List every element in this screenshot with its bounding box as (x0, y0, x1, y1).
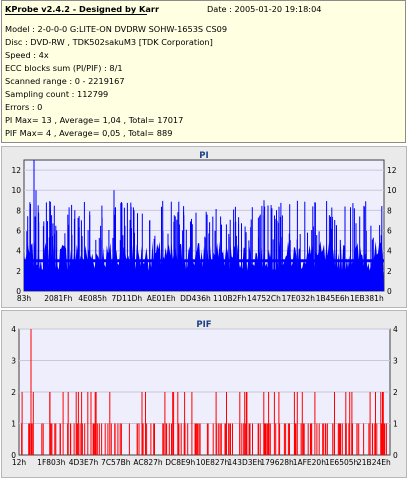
pi-ytick-label-left: 10 (11, 186, 21, 195)
pi-stats-line: PI Max= 13 , Average= 1,04 , Total= 1701… (5, 115, 184, 125)
pi-ytick-label-left: 2 (16, 267, 21, 276)
pif-ytick-label-right: 3 (393, 357, 398, 366)
pif-xtick-label: 7C57Bh (101, 458, 131, 467)
pi-xtick-label: DD436h (180, 294, 211, 303)
pif-xtick-label: 179628h (260, 458, 294, 467)
pi-ytick-label-right: 12 (387, 166, 397, 175)
pif-chart-panel: PIF 0 0 1 1 2 2 3 3 4 4 12h 1F803h 4D3E7h 7C57Bh AC827… (1, 310, 407, 478)
pi-xtick-label: 4E085h (78, 294, 107, 303)
pif-ytick-label-right: 1 (393, 420, 398, 429)
pi-ytick-label-right: 0 (387, 287, 392, 296)
model-line: Model : 2-0-0-0 G:LITE-ON DVDRW SOHW-165… (5, 24, 228, 34)
errors-line: Errors : 0 (5, 102, 43, 112)
title-underline (5, 14, 147, 15)
pif-ytick-label-left: 4 (11, 325, 16, 334)
pi-xtick-label: 83h (17, 294, 32, 303)
pi-xtick-label: 17E032h (282, 294, 316, 303)
pif-xtick-label: 1E6505h (325, 458, 359, 467)
pi-ytick-label-left: 0 (16, 287, 21, 296)
pif-xtick-label: AC827h (133, 458, 163, 467)
sampling-count-line: Sampling count : 112799 (5, 89, 109, 99)
pi-ytick-label-left: 8 (16, 206, 21, 215)
info-panel: KProbe v2.4.2 - Designed by Karr Date : … (1, 0, 406, 143)
pif-xtick-label: 12h (12, 458, 27, 467)
pif-ytick-label-right: 4 (393, 325, 398, 334)
app-title: KProbe v2.4.2 - Designed by Karr (5, 4, 159, 14)
pi-chart: 0 0 2 2 4 4 6 6 8 8 10 10 12 12 83h 2081Fh 4E085h 7D11Dh A… (11, 159, 397, 303)
pi-xtick-label: 1B45E6h (316, 294, 350, 303)
disc-line: Disc : DVD-RW , TDK502sakuM3 [TDK Corpor… (5, 37, 213, 47)
scanned-range-line: Scanned range : 0 - 2219167 (5, 76, 125, 86)
pi-ytick-label-left: 12 (11, 166, 21, 175)
pi-ytick-label-right: 6 (387, 227, 392, 236)
pif-xtick-label: 21B24Eh (357, 458, 391, 467)
pi-xtick-label: 2081Fh (44, 294, 72, 303)
pif-stats-line: PIF Max= 4 , Average= 0,05 , Total= 889 (5, 128, 173, 138)
pif-xtick-label: DC8E9h (165, 458, 195, 467)
pif-chart-title: PIF (196, 320, 212, 330)
pi-ytick-label-right: 10 (387, 186, 397, 195)
pi-ytick-label-left: 6 (16, 227, 21, 236)
ecc-line: ECC blocks sum (PI/PIF) : 8/1 (5, 63, 123, 73)
pi-chart-panel: PI 0 0 2 2 4 4 6 6 8 8 10 10 12 12 83h 2081Fh 4E085h 7D11… (1, 146, 407, 308)
speed-line: Speed : 4x (5, 50, 49, 60)
pi-ytick-label-right: 2 (387, 267, 392, 276)
pi-xtick-label: 14752Ch (247, 294, 281, 303)
pi-ytick-label-right: 4 (387, 247, 392, 256)
pi-xtick-label: 110B2Fh (213, 294, 247, 303)
pif-chart: 0 0 1 1 2 2 3 3 4 4 12h 1F803h 4D3E7h 7C57Bh AC827h DC8… (11, 325, 398, 467)
pif-xtick-label: 4D3E7h (69, 458, 99, 467)
pi-xtick-label: 7D11Dh (112, 294, 143, 303)
scan-date: Date : 2005-01-20 19:18:04 (207, 4, 322, 14)
pif-xtick-label: 143D3Eh (228, 458, 263, 467)
pif-xtick-label: 10E827h (196, 458, 230, 467)
pif-ytick-label-left: 0 (11, 451, 16, 460)
pi-xtick-label: AE01Eh (147, 294, 176, 303)
pi-chart-title: PI (199, 151, 209, 161)
pif-xtick-label: 1AFE20h (293, 458, 326, 467)
pif-ytick-label-left: 1 (11, 420, 16, 429)
pi-xtick-label: 1EB381h (350, 294, 384, 303)
pif-ytick-label-right: 2 (393, 388, 398, 397)
pif-xtick-label: 1F803h (37, 458, 65, 467)
pif-ytick-label-left: 3 (11, 357, 16, 366)
pi-ytick-label-right: 8 (387, 206, 392, 215)
pif-ytick-label-left: 2 (11, 388, 16, 397)
pif-ytick-label-right: 0 (393, 451, 398, 460)
pi-ytick-label-left: 4 (16, 247, 21, 256)
